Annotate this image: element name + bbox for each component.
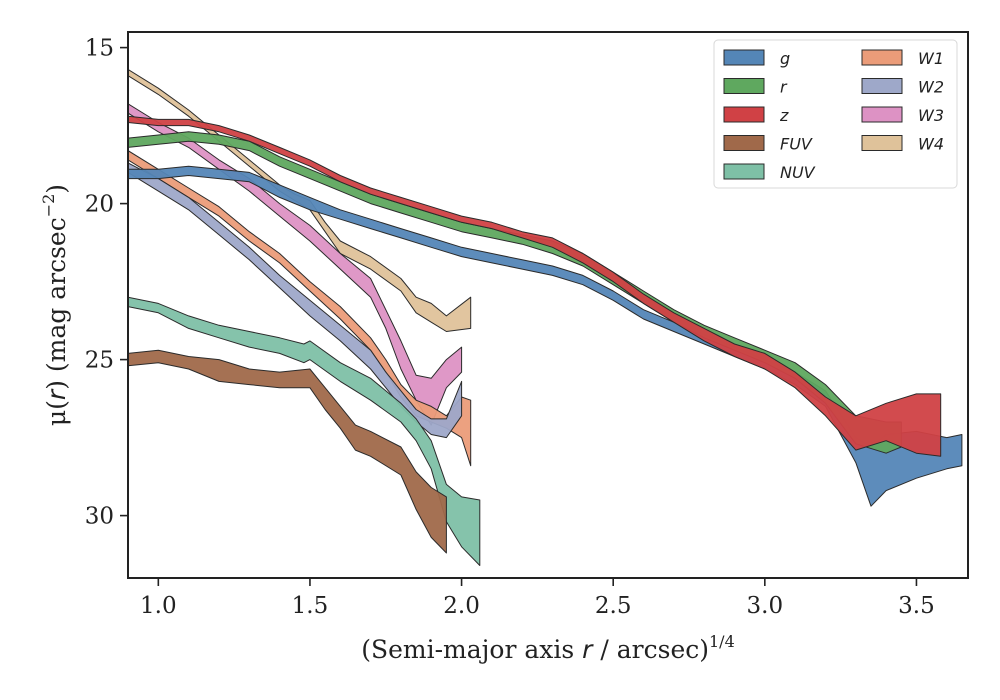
plot-frame	[127, 31, 969, 579]
legend-label-g: g	[780, 49, 790, 68]
legend-swatch-w1	[861, 49, 903, 66]
legend-swatch-fuv	[723, 135, 765, 151]
legend-swatch-w2	[861, 78, 903, 94]
legend-label-w3: W3	[918, 106, 944, 125]
legend: grz FUV NUV W1 W2 W3 W4	[713, 39, 958, 189]
band-z	[128, 115, 942, 457]
band-w3	[128, 103, 463, 426]
legend-label-w1: W1	[918, 49, 944, 68]
y-tick-label: 30	[85, 504, 114, 530]
legend-label-r: r	[780, 78, 788, 97]
x-tick-label: 1.5	[292, 593, 329, 619]
legend-swatch-r	[723, 78, 765, 94]
legend-swatch-w4	[861, 135, 903, 151]
x-tick-label: 2.5	[595, 593, 632, 619]
legend-label-w4: W4	[918, 135, 944, 154]
x-axis: 1.0 1.5 2.0 2.5 3.0 3.5	[140, 578, 935, 619]
x-tick-label: 3.0	[747, 593, 784, 619]
legend-label-z: z	[779, 106, 789, 125]
x-axis-label: (Semi-major axis r / arcsec)1/4	[361, 632, 735, 664]
band-nuv	[128, 296, 481, 566]
y-tick-label: 15	[85, 36, 114, 62]
y-tick-label: 20	[85, 192, 114, 218]
legend-swatch-nuv	[723, 163, 765, 180]
band-fuv	[128, 349, 447, 554]
legend-swatch-z	[723, 106, 765, 123]
y-tick-label: 25	[85, 348, 114, 374]
legend-label-fuv: FUV	[780, 135, 813, 154]
legend-swatch-g	[723, 49, 765, 66]
x-tick-label: 3.5	[898, 593, 935, 619]
y-axis: 15 20 25 30	[85, 36, 128, 530]
legend-label-w2: W2	[918, 78, 944, 97]
band-w1	[128, 150, 472, 467]
x-tick-label: 1.0	[140, 593, 177, 619]
legend-swatch-w3	[861, 106, 903, 123]
legend-label-nuv: NUV	[780, 163, 816, 182]
band-g	[128, 165, 963, 507]
band-w2	[128, 162, 463, 439]
y-axis-label: μ(r) (mag arcsec−2)	[39, 184, 71, 426]
plot-area	[128, 68, 963, 566]
x-tick-label: 2.0	[443, 593, 480, 619]
